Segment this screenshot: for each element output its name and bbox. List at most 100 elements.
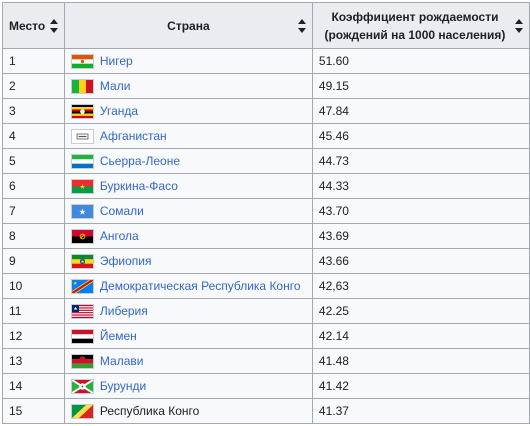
country-cell: Мали xyxy=(63,73,313,99)
rank-cell: 2 xyxy=(2,73,65,99)
country-link[interactable]: Республика Конго xyxy=(99,404,200,418)
country-link[interactable]: Ангола xyxy=(99,229,139,243)
country-cell: Афганистан xyxy=(63,123,313,149)
rank-cell: 11 xyxy=(2,298,65,324)
birth-rate-cell: 49.15 xyxy=(311,73,530,99)
niger-flag-icon[interactable] xyxy=(70,53,94,69)
angola-flag-icon[interactable] xyxy=(70,228,94,244)
column-header-rank[interactable]: Место xyxy=(2,2,65,49)
table-row: 4 Афганистан 45.46 xyxy=(2,123,530,149)
country-link[interactable]: Либерия xyxy=(99,304,148,318)
country-cell: Демократическая Республика Конго xyxy=(63,273,313,299)
rank-cell: 8 xyxy=(2,223,65,249)
country-cell: Буркина-Фасо xyxy=(63,173,313,199)
country-link[interactable]: Нигер xyxy=(99,54,133,68)
somalia-flag-icon[interactable] xyxy=(70,203,94,219)
rank-cell: 1 xyxy=(2,48,65,74)
birth-rate-cell: 43.66 xyxy=(311,248,530,274)
table-row: 3 Уганда 47.84 xyxy=(2,98,530,124)
country-link[interactable]: Малави xyxy=(99,354,144,368)
birth-rate-cell: 41.48 xyxy=(311,348,530,374)
country-cell: Эфиопия xyxy=(63,248,313,274)
country-cell: Уганда xyxy=(63,98,313,124)
birth-rate-cell: 43.70 xyxy=(311,198,530,224)
rank-cell: 6 xyxy=(2,173,65,199)
liberia-flag-icon[interactable] xyxy=(70,303,94,319)
table-row: 14 Бурунди 41.42 xyxy=(2,373,530,399)
rank-cell: 14 xyxy=(2,373,65,399)
sort-arrows-icon[interactable] xyxy=(49,18,58,33)
country-entry: Ангола xyxy=(70,228,306,244)
birth-rate-cell: 43.69 xyxy=(311,223,530,249)
table-row: 10 Демократическая Республика Конго 42,63 xyxy=(2,273,530,299)
country-entry: Республика Конго xyxy=(70,403,306,419)
country-link[interactable]: Сомали xyxy=(99,204,144,218)
country-entry: Малави xyxy=(70,353,306,369)
country-cell: Либерия xyxy=(63,298,313,324)
country-link[interactable]: Афганистан xyxy=(99,129,167,143)
column-header-country-label: Страна xyxy=(167,18,210,33)
sort-arrows-icon[interactable] xyxy=(297,18,306,33)
sierra-leone-flag-icon[interactable] xyxy=(70,153,94,169)
country-cell: Нигер xyxy=(63,48,313,74)
country-entry: Афганистан xyxy=(70,128,306,144)
birth-rate-cell: 44.33 xyxy=(311,173,530,199)
table-row: 12 Йемен 42.14 xyxy=(2,323,530,349)
birth-rate-cell: 51.60 xyxy=(311,48,530,74)
column-header-birth-rate[interactable]: Коэффициент рождаемости (рождений на 100… xyxy=(311,2,530,49)
country-link[interactable]: Йемен xyxy=(99,329,137,343)
rank-cell: 4 xyxy=(2,123,65,149)
country-entry: Буркина-Фасо xyxy=(70,178,306,194)
burundi-flag-icon[interactable] xyxy=(70,378,94,394)
country-link[interactable]: Сьерра-Леоне xyxy=(99,154,181,168)
country-link[interactable]: Бурунди xyxy=(99,379,147,393)
column-header-birth-rate-line2: (рождений на 1000 населения) xyxy=(324,27,506,42)
birth-rate-cell: 45.46 xyxy=(311,123,530,149)
country-link[interactable]: Демократическая Республика Конго xyxy=(99,279,301,293)
table-row: 11 Либерия 42.25 xyxy=(2,298,530,324)
column-header-country[interactable]: Страна xyxy=(63,2,313,49)
rank-cell: 15 xyxy=(2,398,65,424)
malawi-flag-icon[interactable] xyxy=(70,353,94,369)
birth-rate-cell: 41.37 xyxy=(311,398,530,424)
country-link[interactable]: Уганда xyxy=(99,104,139,118)
country-link[interactable]: Мали xyxy=(99,79,131,93)
table-row: 9 Эфиопия 43.66 xyxy=(2,248,530,274)
table-row: 2 Мали 49.15 xyxy=(2,73,530,99)
country-entry: Демократическая Республика Конго xyxy=(70,278,306,294)
birth-rate-cell: 47.84 xyxy=(311,98,530,124)
yemen-flag-icon[interactable] xyxy=(70,328,94,344)
ethiopia-flag-icon[interactable] xyxy=(70,253,94,269)
country-entry: Сьерра-Леоне xyxy=(70,153,306,169)
country-entry: Сомали xyxy=(70,203,306,219)
table-body: 1 Нигер 51.60 2 Мали 49.15 3 Уганда 47.84 4 Афгани… xyxy=(2,48,530,424)
country-link[interactable]: Эфиопия xyxy=(99,254,152,268)
rank-cell: 7 xyxy=(2,198,65,224)
country-entry: Либерия xyxy=(70,303,306,319)
country-cell: Бурунди xyxy=(63,373,313,399)
country-entry: Нигер xyxy=(70,53,306,69)
country-link[interactable]: Буркина-Фасо xyxy=(99,179,178,193)
table-row: 15 Республика Конго 41.37 xyxy=(2,398,530,424)
table-row: 7 Сомали 43.70 xyxy=(2,198,530,224)
burkina-faso-flag-icon[interactable] xyxy=(70,178,94,194)
table-row: 13 Малави 41.48 xyxy=(2,348,530,374)
rank-cell: 12 xyxy=(2,323,65,349)
table-row: 6 Буркина-Фасо 44.33 xyxy=(2,173,530,199)
congo-flag-icon[interactable] xyxy=(70,403,94,419)
table-row: 5 Сьерра-Леоне 44.73 xyxy=(2,148,530,174)
sort-arrows-icon[interactable] xyxy=(515,18,523,33)
country-entry: Уганда xyxy=(70,103,306,119)
country-entry: Йемен xyxy=(70,328,306,344)
column-header-rank-label: Место xyxy=(9,18,46,33)
afghanistan-flag-icon[interactable] xyxy=(70,128,94,144)
birth-rate-cell: 42.14 xyxy=(311,323,530,349)
dr-congo-flag-icon[interactable] xyxy=(70,278,94,294)
birth-rate-cell: 42,63 xyxy=(311,273,530,299)
column-header-birth-rate-line1: Коэффициент рождаемости xyxy=(331,9,499,24)
mali-flag-icon[interactable] xyxy=(70,78,94,94)
country-cell: Ангола xyxy=(63,223,313,249)
uganda-flag-icon[interactable] xyxy=(70,103,94,119)
